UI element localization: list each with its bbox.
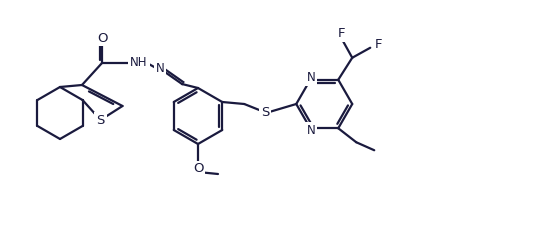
Text: O: O xyxy=(193,162,203,176)
Text: S: S xyxy=(96,113,105,126)
Text: O: O xyxy=(98,32,108,45)
Text: NH: NH xyxy=(130,56,148,68)
Text: N: N xyxy=(307,71,316,84)
Text: F: F xyxy=(374,38,382,51)
Text: F: F xyxy=(337,27,345,40)
Text: N: N xyxy=(156,63,165,76)
Text: N: N xyxy=(307,124,316,137)
Text: S: S xyxy=(261,106,269,119)
